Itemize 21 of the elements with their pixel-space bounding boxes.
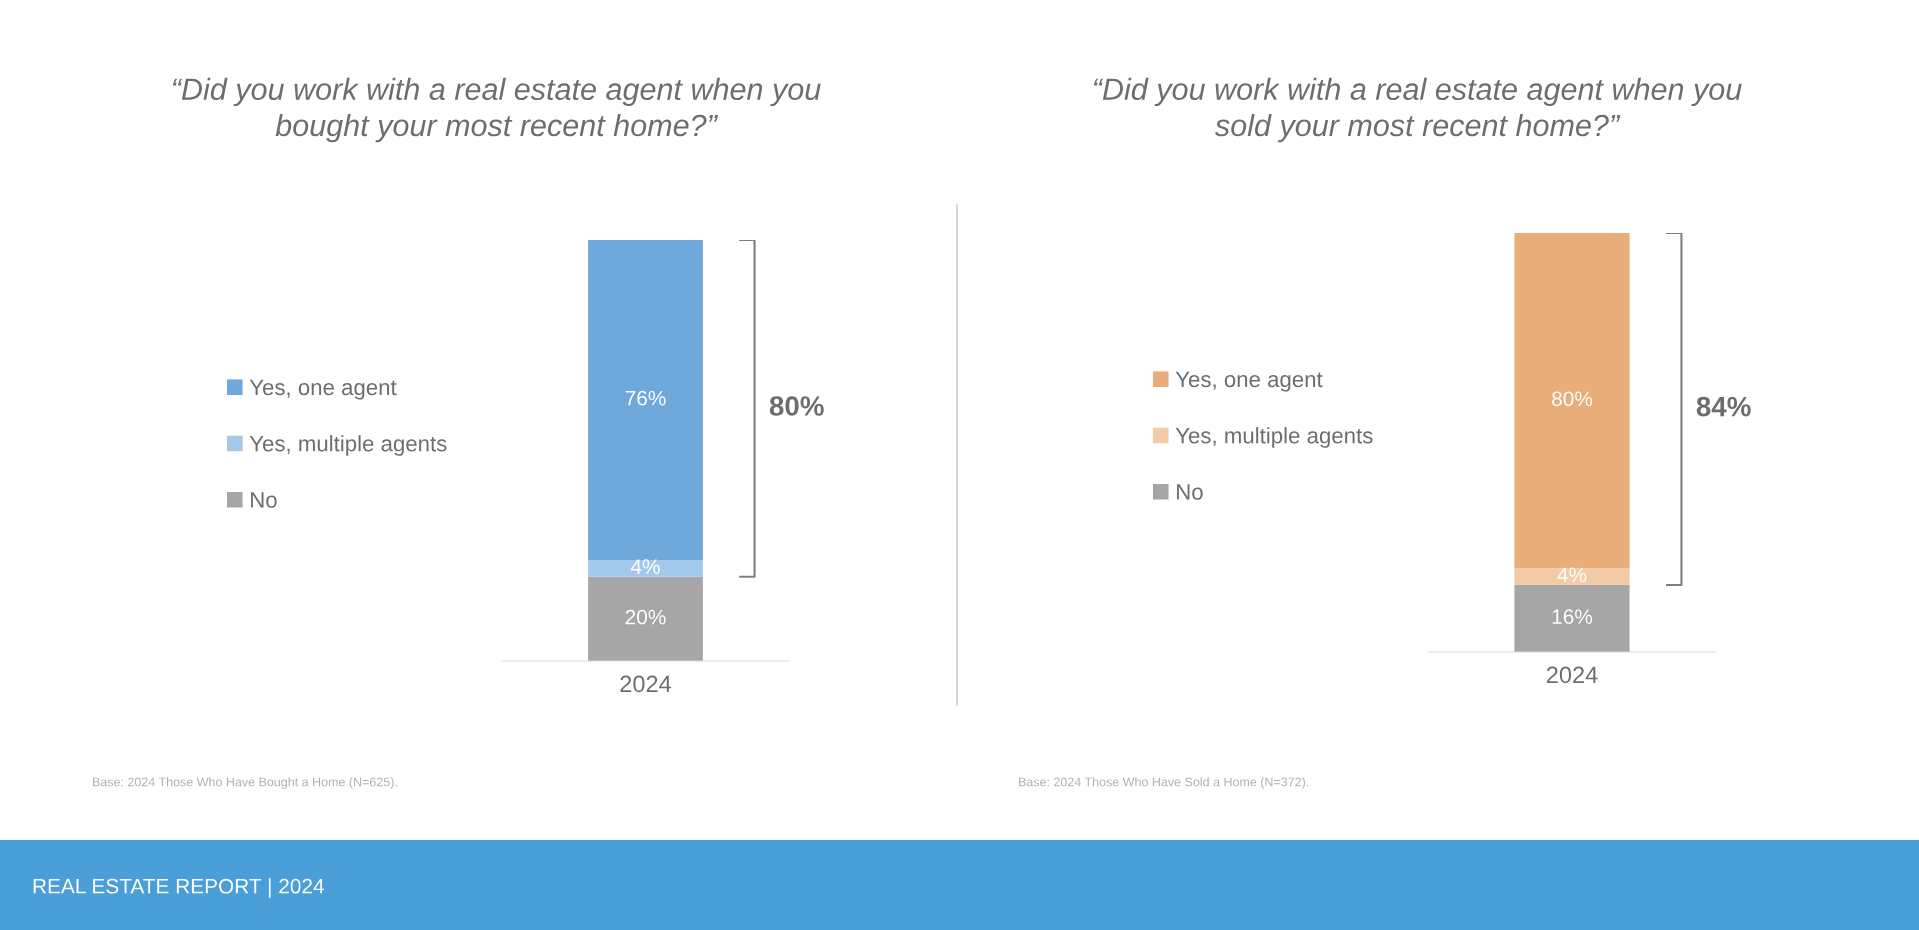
legend-label: No	[251, 492, 277, 508]
chart-title: “Did you work with a real estate agent when you sold your most recent home?”	[1093, 77, 1742, 143]
x-tick-label: 2024	[620, 675, 672, 693]
legend-label: Yes, multiple agents	[1175, 427, 1373, 448]
text: 80%	[769, 396, 824, 416]
legend-label: Yes, one agent	[1175, 371, 1323, 392]
text: 84%	[1696, 396, 1751, 417]
legend-label: No	[1177, 484, 1203, 500]
legend-label: Yes, one agent	[249, 379, 397, 400]
chart-title: “Did you work with a real estate agent when you bought your most recent home?”	[172, 77, 821, 143]
text: Base: 2024 Those Who Have Sold a Home (N=372).	[1019, 777, 1309, 789]
data-label: 16%	[1552, 609, 1593, 625]
data-label: 4%	[1557, 567, 1587, 583]
data-label: 76%	[625, 390, 666, 406]
data-label: 80%	[1552, 391, 1593, 407]
text: Base: 2024 Those Who Have Bought a Home (N=625).	[93, 777, 397, 789]
x-tick-label: 2024	[1546, 666, 1598, 684]
data-label: 4%	[630, 559, 660, 574]
data-label: 20%	[625, 609, 666, 625]
legend-label: Yes, multiple agents	[249, 435, 447, 456]
text: REAL ESTATE REPORT | 2024	[33, 878, 324, 898]
